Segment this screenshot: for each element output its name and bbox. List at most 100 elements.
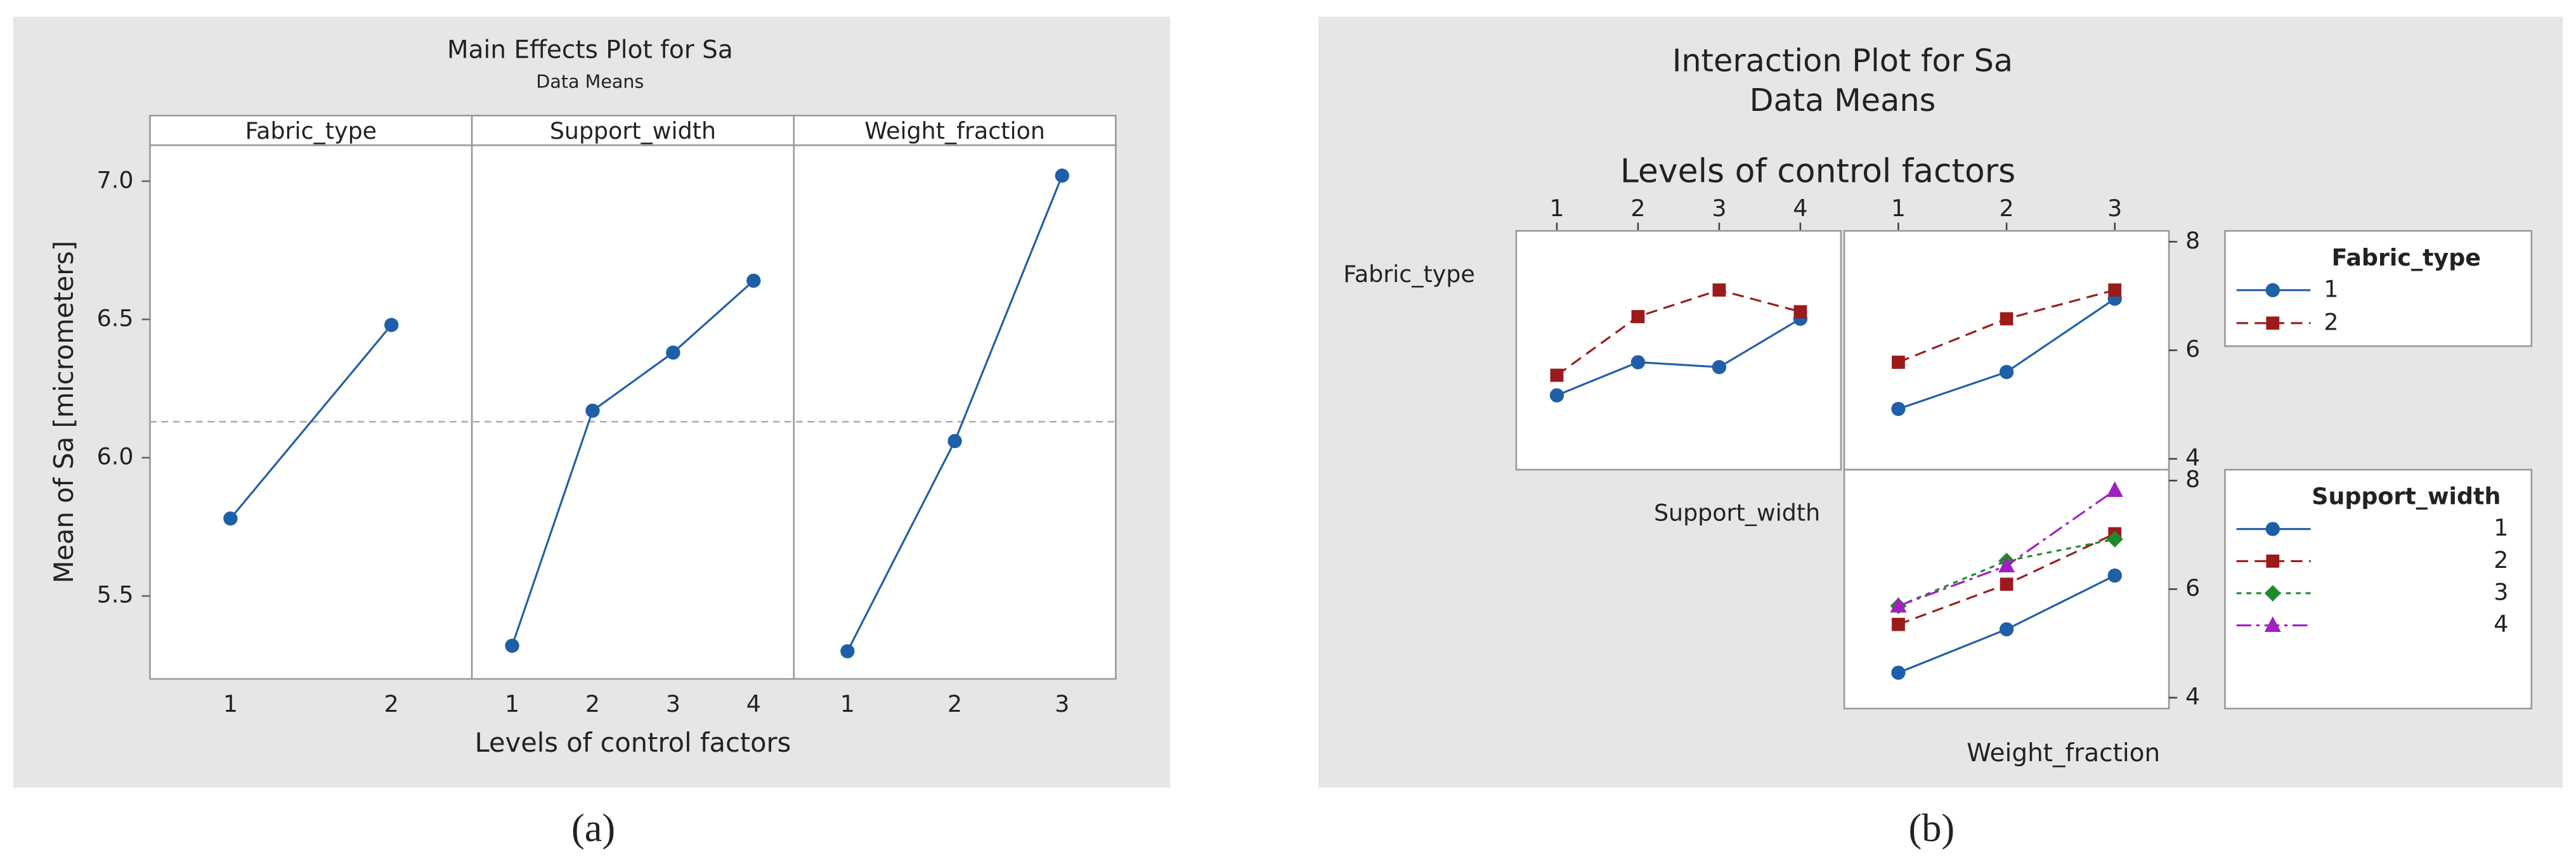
legend-title: Support_width [2312,483,2501,510]
x-tick-label: 2 [1630,195,1645,222]
strip [149,115,473,146]
x-tick-label: 2 [585,690,600,717]
line [230,324,393,520]
x-tick-label: 2 [384,690,399,717]
marker [2107,568,2122,583]
legend-marker [2266,554,2280,568]
x-tick-label: 3 [1055,690,1069,717]
legend-label: 1 [2494,514,2508,541]
x-tick-label: 4 [746,690,761,717]
x-tick-label: 2 [947,690,962,717]
caption: (a) [571,806,615,850]
x-tick-label: 1 [1549,195,1564,222]
marker [1793,305,1807,319]
legend-title: Fabric_type [2332,244,2481,271]
marker [585,403,600,418]
marker [1998,556,2015,573]
marker [1891,401,1906,416]
chart-subtitle: Data Means [1750,82,1936,119]
line [511,280,755,646]
line [1897,538,2116,607]
marker [1712,360,1727,375]
marker [1891,666,1906,680]
line [1556,318,1801,397]
marker [1999,622,2014,637]
marker [1549,388,1564,402]
marker [2000,577,2013,591]
chart-title: Main Effects Plot for Sa [447,35,733,64]
y-tick-label: 5.5 [97,581,134,608]
plot-panel [1843,229,2170,471]
marker [1999,364,2014,380]
x-axis-label: Levels of control factors [475,727,791,758]
chart-subtitle: Data Means [536,70,644,92]
x-tick-label: 3 [666,690,680,717]
marker [1712,283,1726,297]
marker [2106,481,2123,498]
legend-marker [2264,616,2281,633]
x-tick-label: 1 [840,690,855,717]
y-tick-label: 4 [2185,444,2200,471]
marker [666,345,680,360]
marker [1055,168,1069,183]
marker [840,644,855,659]
y-tick-label: 4 [2185,683,2200,710]
y-axis-label: Mean of Sa [micrometers] [48,241,79,584]
marker [2108,283,2122,297]
chart-title: Interaction Plot for Sa [1672,42,2013,79]
marker [223,511,238,526]
marker [384,318,399,332]
caption: (b) [1908,806,1955,850]
marker [947,434,962,449]
plot-panel [149,144,473,680]
plot-panel [1515,229,1842,471]
y-tick-label: 8 [2185,466,2200,493]
marker [1892,617,1905,631]
legend-marker [2266,316,2280,330]
row-label: Fabric_type [1343,261,1474,288]
legend-label: 2 [2324,308,2338,335]
y-tick-label: 6 [2185,335,2200,363]
y-tick-label: 8 [2185,227,2200,254]
marker [2106,531,2123,548]
x-tick-label: 4 [1793,195,1807,222]
legend-label: 3 [2494,578,2508,605]
y-tick-label: 6 [2185,574,2200,601]
x-tick-label: 3 [2107,195,2122,222]
legend-label: 4 [2494,610,2508,638]
line [1556,288,1801,376]
strip-label: Support_width [550,117,716,145]
column-label: Weight_fraction [1967,739,2160,768]
marker [1892,356,1905,369]
y-tick-label: 7.0 [97,166,134,193]
x-tick-label: 1 [1891,195,1906,222]
legend-marker [2265,522,2280,536]
x-tick-label: 3 [1712,195,1726,222]
marker [1630,355,1646,370]
strip-label: Fabric_type [245,117,377,145]
x-tick-label: 2 [2000,195,2014,222]
strip [471,115,795,146]
x-tick-label: 1 [505,690,519,717]
strip-label: Weight_fraction [864,117,1045,145]
plot-panel [793,144,1117,680]
x-axis-label: Levels of control factors [1620,152,2015,190]
y-tick-label: 6.5 [97,304,134,331]
row-label: Support_width [1654,499,1820,527]
legend-label: 1 [2324,275,2338,302]
marker [1631,310,1645,323]
legend-marker [2265,283,2280,297]
marker [505,638,519,653]
x-tick-label: 1 [223,690,238,717]
legend-label: 2 [2494,546,2508,574]
strip [793,115,1117,146]
y-tick-label: 6.0 [97,443,134,470]
marker [1550,368,1564,382]
legend-marker [2264,584,2281,601]
marker [2000,312,2013,326]
marker [746,273,761,288]
marker [1890,596,1907,613]
plot-panel [471,144,795,680]
